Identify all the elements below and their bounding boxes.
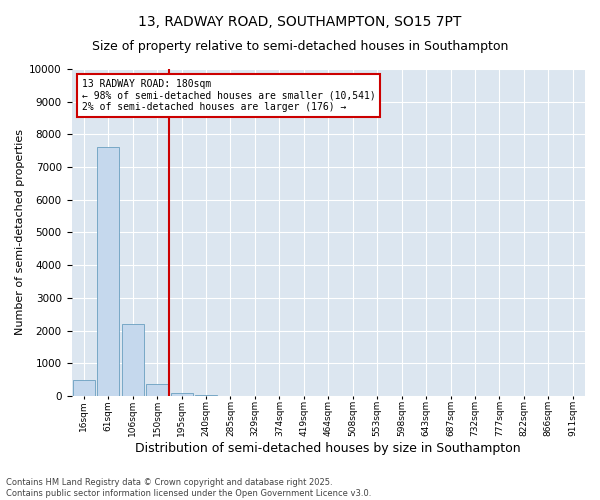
Bar [73, 380, 95, 396]
Text: 13 RADWAY ROAD: 180sqm
← 98% of semi-detached houses are smaller (10,541)
2% of : 13 RADWAY ROAD: 180sqm ← 98% of semi-det… [82, 79, 376, 112]
Bar [170, 392, 193, 396]
Bar [122, 324, 143, 396]
X-axis label: Distribution of semi-detached houses by size in Southampton: Distribution of semi-detached houses by … [136, 442, 521, 455]
Bar [195, 395, 217, 396]
Text: Size of property relative to semi-detached houses in Southampton: Size of property relative to semi-detach… [92, 40, 508, 53]
Y-axis label: Number of semi-detached properties: Number of semi-detached properties [15, 130, 25, 336]
Bar [97, 148, 119, 396]
Text: Contains HM Land Registry data © Crown copyright and database right 2025.
Contai: Contains HM Land Registry data © Crown c… [6, 478, 371, 498]
Bar [146, 384, 168, 396]
Text: 13, RADWAY ROAD, SOUTHAMPTON, SO15 7PT: 13, RADWAY ROAD, SOUTHAMPTON, SO15 7PT [139, 15, 461, 29]
